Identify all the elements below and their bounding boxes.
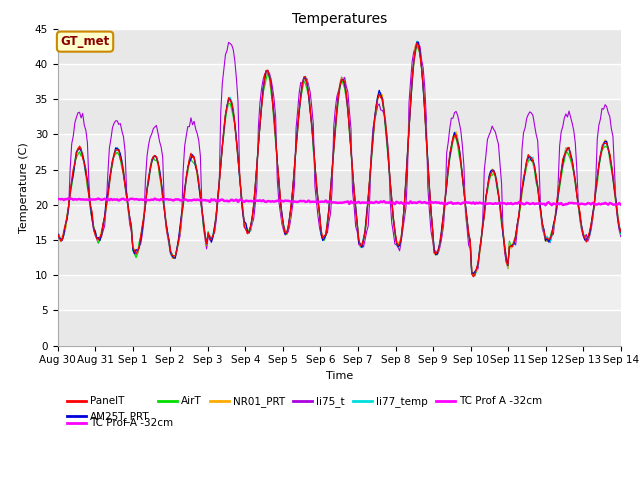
Legend: TC Prof A -32cm: TC Prof A -32cm [63, 414, 177, 432]
Y-axis label: Temperature (C): Temperature (C) [19, 142, 29, 233]
Bar [58, 134, 621, 169]
Bar [58, 64, 621, 99]
Bar [58, 275, 621, 311]
Text: GT_met: GT_met [60, 35, 109, 48]
Bar [58, 205, 621, 240]
Title: Temperatures: Temperatures [292, 12, 387, 26]
Bar [58, 0, 621, 29]
X-axis label: Time: Time [326, 371, 353, 381]
